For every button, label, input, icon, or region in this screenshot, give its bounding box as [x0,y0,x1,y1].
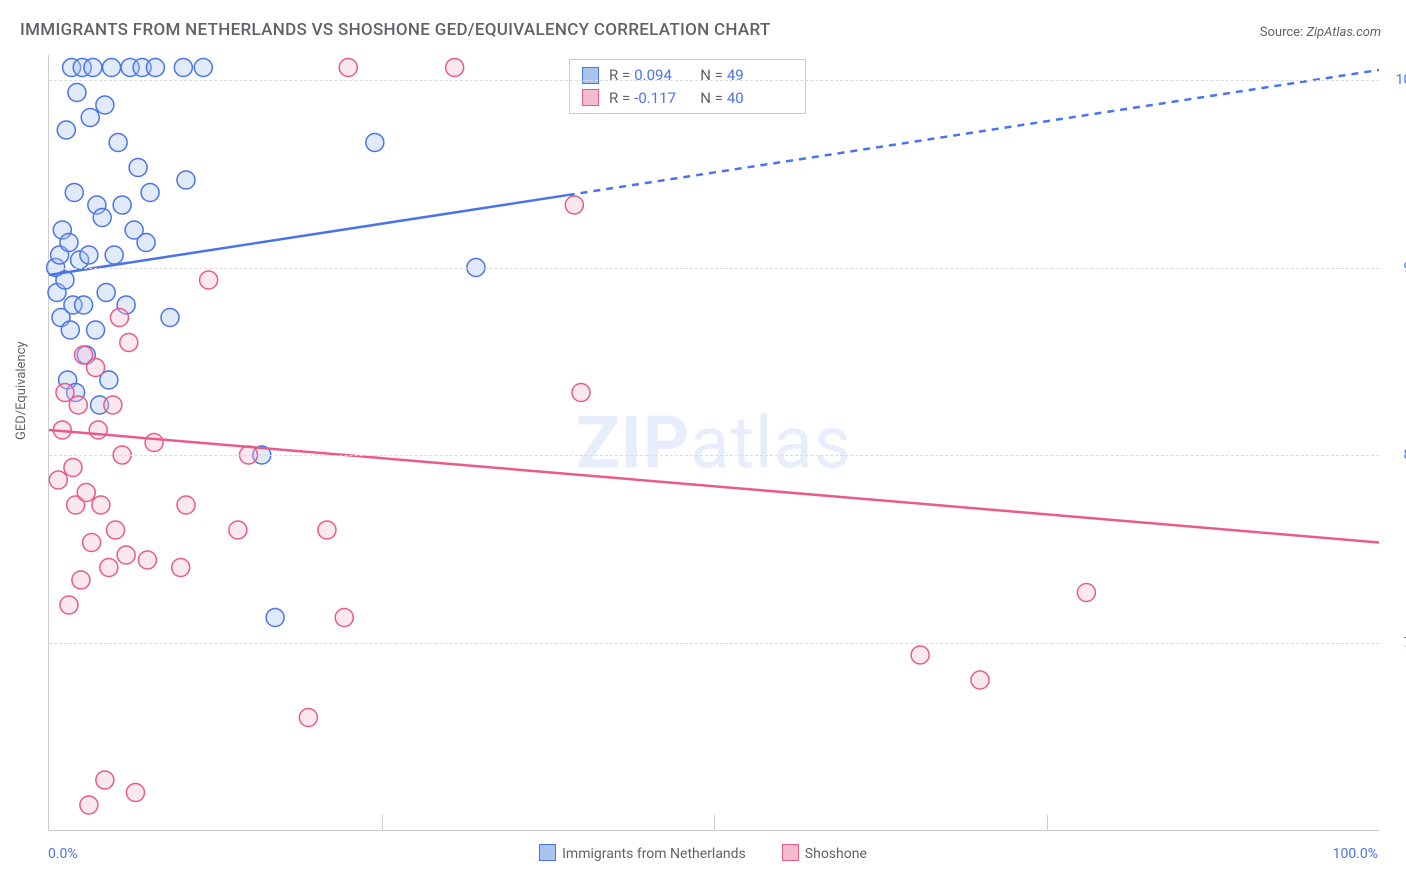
stat-label-r: R = [609,64,630,87]
data-point [172,559,190,577]
legend-swatch [582,67,599,84]
chart-svg [49,55,1379,830]
data-point [138,551,156,569]
legend-swatch [582,89,599,106]
data-point [97,284,115,302]
data-point [61,321,79,339]
data-point [96,96,114,114]
data-point [87,359,105,377]
data-point [92,496,110,514]
data-point [96,771,114,789]
stats-legend: R =0.094 N =49 R =-0.117 N =40 [569,59,806,114]
data-point [299,709,317,727]
data-point [107,521,125,539]
source-credit: Source: ZipAtlas.com [1260,25,1381,40]
data-point [137,234,155,252]
data-point [911,646,929,664]
gridline-h [49,80,1379,81]
stats-row: R =0.094 N =49 [582,64,793,87]
data-point [57,121,75,139]
data-point [80,246,98,264]
trend-line [49,430,1379,543]
data-point [318,521,336,539]
gridline-v [714,815,715,831]
data-point [126,784,144,802]
legend-label: Immigrants from Netherlands [562,846,746,862]
data-point [105,246,123,264]
data-point [49,471,67,489]
data-point [174,59,192,77]
data-point [177,171,195,189]
data-point [110,309,128,327]
data-point [1077,584,1095,602]
data-point [72,571,90,589]
chart-title: IMMIGRANTS FROM NETHERLANDS VS SHOSHONE … [20,20,771,40]
gridline-h [49,268,1379,269]
data-point [87,321,105,339]
stat-value-r: -0.117 [634,87,682,110]
data-point [229,521,247,539]
data-point [446,59,464,77]
gridline-v [1047,815,1048,831]
data-point [77,484,95,502]
data-point [103,59,121,77]
data-point [266,609,284,627]
data-point [129,159,147,177]
stat-value-r: 0.094 [634,64,682,87]
plot-area: ZIPatlas R =0.094N =49R =-0.117N =40 77.… [48,55,1379,831]
data-point [366,134,384,152]
data-point [68,84,86,102]
data-point [145,434,163,452]
data-point [60,234,78,252]
data-point [84,59,102,77]
gridline-h [49,643,1379,644]
gridline-h [49,455,1379,456]
data-point [120,334,138,352]
data-point [572,384,590,402]
data-point [971,671,989,689]
stat-value-n: 49 [727,64,775,87]
data-point [65,184,83,202]
stat-label-n: N = [700,64,723,87]
data-point [83,534,101,552]
legend-swatch [539,844,556,861]
data-point [93,209,111,227]
data-point [565,196,583,214]
stats-row: R =-0.117 N =40 [582,87,793,110]
data-point [100,559,118,577]
data-point [335,609,353,627]
source-label: Source: [1260,25,1303,40]
data-point [109,134,127,152]
data-point [141,184,159,202]
bottom-legend: Immigrants from Netherlands Shoshone [0,844,1406,862]
data-point [69,396,87,414]
stat-label-r: R = [609,87,630,110]
y-axis-label: GED/Equivalency [14,341,29,440]
data-point [60,596,78,614]
data-point [161,309,179,327]
legend-swatch [782,844,799,861]
data-point [177,496,195,514]
data-point [117,546,135,564]
source-link[interactable]: ZipAtlas.com [1306,25,1381,40]
data-point [64,459,82,477]
data-point [104,396,122,414]
data-point [81,109,99,127]
data-point [200,271,218,289]
data-point [146,59,164,77]
y-tick-label: 100.0% [1396,72,1406,88]
data-point [194,59,212,77]
data-point [89,421,107,439]
data-point [339,59,357,77]
legend-label: Shoshone [805,846,867,862]
data-point [113,196,131,214]
stat-value-n: 40 [727,87,775,110]
gridline-v [382,815,383,831]
data-point [80,796,98,814]
stat-label-n: N = [700,87,723,110]
data-point [75,296,93,314]
